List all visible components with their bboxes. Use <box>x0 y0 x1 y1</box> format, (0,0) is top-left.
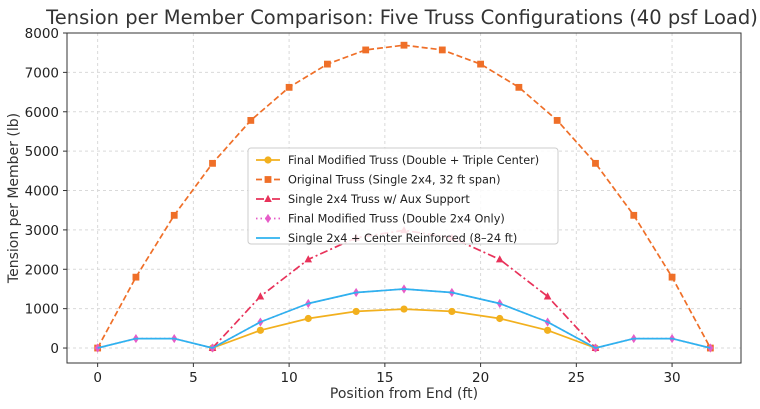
legend-marker <box>264 194 272 202</box>
legend-marker <box>264 176 272 183</box>
data-point <box>304 255 313 263</box>
data-point <box>515 83 523 91</box>
axis-ticks: 0 5 10 15 20 25 30 0 1000 2000 3000 4000 5000 6000 700… <box>25 26 681 386</box>
legend-marker <box>264 156 272 164</box>
y-tick-label: 1000 <box>25 302 59 318</box>
data-point <box>209 159 216 167</box>
series-layer <box>94 41 714 353</box>
data-point <box>400 305 408 313</box>
y-tick-label: 8000 <box>25 26 59 42</box>
y-tick-label: 3000 <box>25 223 59 239</box>
series-line <box>97 288 711 349</box>
data-point <box>256 292 265 300</box>
data-point <box>438 46 446 54</box>
x-tick-label: 5 <box>189 370 198 386</box>
data-point <box>477 60 484 68</box>
data-point <box>132 273 140 281</box>
data-point <box>630 211 638 219</box>
data-point <box>668 273 676 281</box>
legend: Final Modified Truss (Double + Triple Ce… <box>247 147 559 245</box>
y-tick-label: 5000 <box>25 144 59 160</box>
data-point <box>495 255 504 263</box>
data-point <box>362 46 370 54</box>
chart-title: Tension per Member Comparison: Five Trus… <box>45 6 758 29</box>
series-5 <box>97 288 711 349</box>
data-point <box>448 307 456 316</box>
plot-frame <box>66 32 742 364</box>
x-tick-label: 25 <box>568 370 585 386</box>
data-point <box>247 117 255 124</box>
y-tick-label: 0 <box>50 341 59 357</box>
y-tick-label: 2000 <box>25 262 59 278</box>
legend-label: Final Modified Truss (Double + Triple Ce… <box>288 154 539 167</box>
series-line <box>97 288 711 349</box>
data-point <box>256 326 264 334</box>
y-tick-label: 4000 <box>25 184 59 200</box>
data-point <box>543 292 552 300</box>
x-axis-label: Position from End (ft) <box>330 386 478 402</box>
y-tick-label: 7000 <box>25 65 59 81</box>
legend-label: Single 2x4 + Center Reinforced (8–24 ft) <box>288 232 517 245</box>
legend-box <box>247 147 559 245</box>
data-point <box>553 117 561 124</box>
legend-label: Final Modified Truss (Double 2x4 Only) <box>288 213 505 226</box>
data-point <box>400 41 408 49</box>
x-tick-label: 30 <box>663 370 680 386</box>
x-tick-label: 15 <box>376 370 393 386</box>
y-axis-label: Tension per Member (lb) <box>6 113 22 284</box>
x-tick-label: 10 <box>281 370 298 386</box>
data-point <box>592 159 599 167</box>
x-tick-label: 0 <box>93 370 102 386</box>
legend-label: Original Truss (Single 2x4, 32 ft span) <box>288 174 500 187</box>
data-point <box>324 60 331 68</box>
data-point <box>170 211 178 219</box>
data-point <box>544 326 552 334</box>
x-tick-label: 20 <box>472 370 489 386</box>
data-point <box>304 314 312 323</box>
legend-marker <box>265 213 271 224</box>
series-1 <box>208 305 600 352</box>
y-tick-label: 6000 <box>25 105 59 121</box>
data-point <box>285 83 293 91</box>
series-line <box>212 308 596 349</box>
series-2 <box>94 41 714 352</box>
data-point <box>496 314 504 323</box>
legend-label: Single 2x4 Truss w/ Aux Support <box>288 193 470 206</box>
data-point <box>352 307 360 316</box>
